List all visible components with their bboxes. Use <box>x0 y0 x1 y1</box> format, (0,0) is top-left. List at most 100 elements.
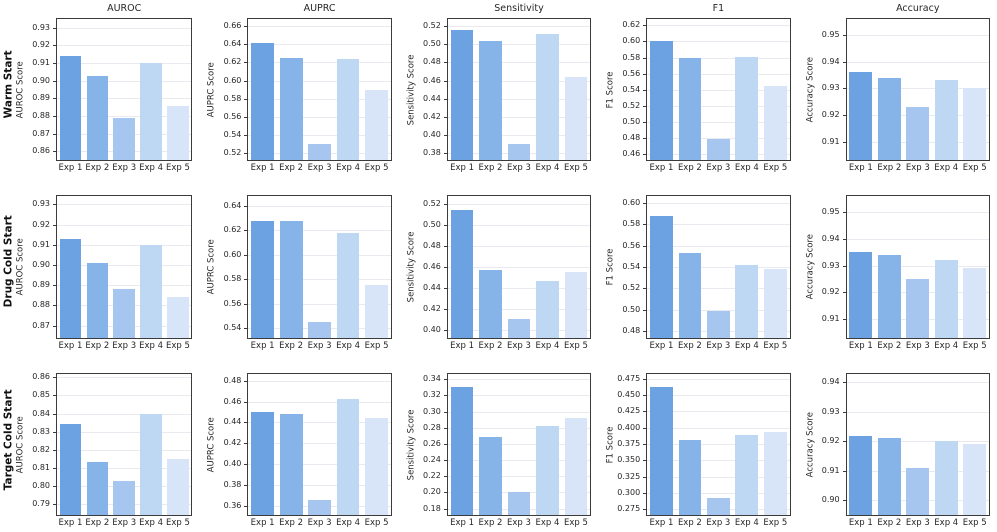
x-tick-label: Exp 1 <box>58 340 83 351</box>
y-tick-mark <box>244 116 249 118</box>
y-tick-mark <box>643 137 648 139</box>
chart-title: Sensitivity <box>494 3 544 14</box>
gridline <box>248 26 391 28</box>
y-tick-label: 0.48 <box>422 240 441 250</box>
gridline <box>447 245 591 247</box>
x-tick-label: Exp 2 <box>478 517 503 528</box>
gridline <box>846 88 989 90</box>
y-tick-label: 0.54 <box>223 322 242 332</box>
gridline <box>248 62 391 64</box>
y-tick-mark <box>842 61 847 63</box>
x-tick-label: Exp 2 <box>877 340 902 351</box>
x-tick-label: Exp 2 <box>85 340 110 351</box>
x-tick-label: Exp 5 <box>563 517 588 528</box>
x-tick-label: Exp 3 <box>307 163 332 174</box>
gridline <box>647 309 790 311</box>
chart-cell-target-cold-start-f1: F1 Score 0.275 0.300 0.325 0.350 0.375 0.400 0.… <box>598 355 797 532</box>
y-tick-label: 0.38 <box>223 479 242 489</box>
bar-exp-2 <box>479 40 502 161</box>
y-tick-label: 0.94 <box>821 56 840 66</box>
bar-exp-3 <box>113 289 135 338</box>
y-tick-mark <box>643 460 648 462</box>
x-tick-label: Exp 1 <box>58 163 83 174</box>
gridline <box>57 431 192 433</box>
y-tick-mark <box>842 382 847 384</box>
y-tick-label: 0.93 <box>821 83 840 93</box>
y-tick-mark <box>443 492 448 494</box>
y-tick-label: 0.28 <box>422 422 441 432</box>
x-tick-label: Exp 2 <box>85 517 110 528</box>
x-tick-label: Exp 2 <box>677 163 702 174</box>
y-tick-label: 0.60 <box>622 197 641 207</box>
chart-cell-target-cold-start-sensitivity: Sensitivity Score 0.18 0.20 0.22 0.24 0.26 0.2… <box>399 355 598 532</box>
plot-area: Sensitivity Score 0.18 0.20 0.22 0.24 0.26 0.2… <box>406 372 592 528</box>
y-tick-mark <box>244 98 249 100</box>
y-tick-mark <box>53 98 57 100</box>
y-tick-mark <box>53 133 57 135</box>
x-tick-label: Exp 1 <box>250 163 275 174</box>
bar-exp-5 <box>564 76 588 161</box>
x-tick-label: Exp 5 <box>563 163 588 174</box>
x-tick-label: Exp 3 <box>706 340 731 351</box>
bar-exp-4 <box>140 413 162 515</box>
bar-exp-4 <box>536 280 559 338</box>
y-tick-label: 0.425 <box>617 406 641 416</box>
gridline <box>447 379 591 381</box>
y-tick-mark <box>53 377 57 379</box>
y-tick-mark <box>244 422 249 424</box>
bar-exp-1 <box>849 252 873 338</box>
x-tick-label: Exp 1 <box>649 517 674 528</box>
x-tick-label: Exp 1 <box>649 340 674 351</box>
gridline <box>447 288 591 290</box>
y-tick-label: 0.48 <box>622 326 641 336</box>
y-tick-mark <box>443 476 448 478</box>
y-tick-mark <box>842 318 847 320</box>
chart-cell-drug-cold-start-sensitivity: Sensitivity Score 0.40 0.42 0.44 0.46 0.48 0.5… <box>399 177 598 354</box>
bar-exp-1 <box>650 215 673 338</box>
x-tick-label: Exp 3 <box>112 517 137 528</box>
y-tick-label: 0.93 <box>32 199 50 209</box>
bar-exp-5 <box>963 88 987 161</box>
x-tick-label: Exp 3 <box>307 340 332 351</box>
y-tick-label: 0.54 <box>622 84 641 94</box>
x-tick-label: Exp 5 <box>962 340 987 351</box>
gridline <box>647 492 790 494</box>
y-tick-mark <box>53 449 57 451</box>
y-tick-mark <box>643 411 648 413</box>
x-tick-label: Exp 1 <box>848 163 873 174</box>
gridline <box>248 254 391 256</box>
y-tick-mark <box>643 41 648 43</box>
gridline <box>57 63 192 65</box>
chart-cell-target-cold-start-auprc: AUPRC Score 0.36 0.38 0.40 0.42 0.44 0.46 0.48 E… <box>199 355 398 532</box>
x-tick-label: Exp 1 <box>450 340 474 351</box>
y-tick-label: 0.60 <box>223 249 242 259</box>
gridline <box>447 134 591 136</box>
y-tick-label: 0.38 <box>422 148 441 158</box>
bar-exp-3 <box>706 310 730 338</box>
y-tick-mark <box>443 203 448 205</box>
y-tick-mark <box>53 431 57 433</box>
y-tick-mark <box>244 80 249 82</box>
y-tick-label: 0.475 <box>617 373 641 383</box>
gridline <box>846 61 989 63</box>
x-tick-label: Exp 4 <box>934 163 959 174</box>
y-tick-label: 0.89 <box>32 93 50 103</box>
y-tick-label: 0.87 <box>32 320 50 330</box>
y-tick-label: 0.82 <box>32 444 50 454</box>
bar-exp-5 <box>365 285 388 338</box>
gridline <box>248 380 391 382</box>
bar-exp-4 <box>336 58 360 161</box>
gridline <box>846 382 989 384</box>
x-tick-label: Exp 2 <box>677 517 702 528</box>
gridline <box>447 224 591 226</box>
y-tick-label: 0.20 <box>422 487 441 497</box>
bar-exp-1 <box>251 220 275 338</box>
bar-exp-5 <box>167 458 189 515</box>
y-tick-mark <box>244 62 249 64</box>
y-tick-label: 0.350 <box>617 455 641 465</box>
bar-exp-3 <box>308 144 331 161</box>
x-tick-label: Exp 4 <box>139 340 164 351</box>
y-tick-mark <box>643 509 648 511</box>
y-tick-mark <box>842 265 847 267</box>
x-tick-label: Exp 3 <box>507 163 531 174</box>
